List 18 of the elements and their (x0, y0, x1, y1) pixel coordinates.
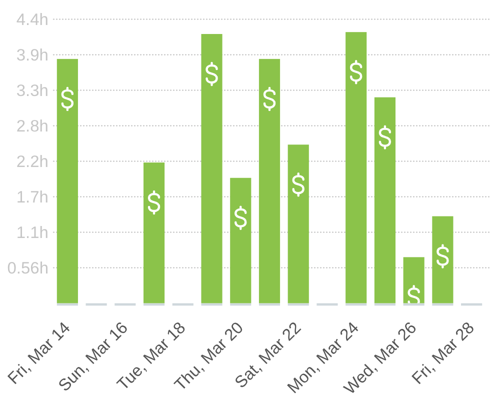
bar (432, 216, 454, 304)
y-tick-label: 0.56h (7, 259, 48, 278)
y-tick-label: 4.4h (16, 11, 48, 30)
bar (346, 32, 367, 304)
bar (201, 34, 222, 304)
y-tick-label: 2.8h (16, 118, 48, 136)
y-tick-label: 3.9h (16, 46, 48, 65)
y-tick-label: 1.1h (16, 224, 48, 242)
bar (56, 58, 78, 304)
bar (403, 257, 424, 304)
bar (258, 58, 280, 304)
y-tick-label: 1.7h (16, 188, 48, 207)
y-tick-label: 3.3h (16, 82, 48, 100)
bar (374, 97, 396, 304)
bar (143, 162, 165, 304)
bar (288, 144, 309, 304)
bar (230, 178, 252, 304)
y-tick-label: 2.2h (16, 153, 48, 172)
